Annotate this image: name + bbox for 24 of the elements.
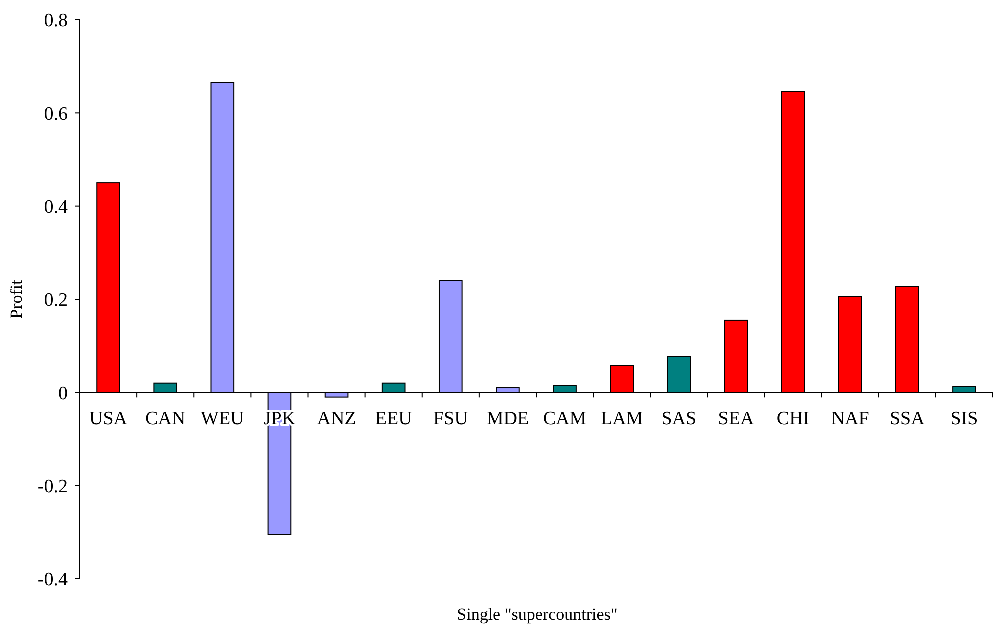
x-tick-label: WEU [201,408,245,430]
y-tick-label: 0.8 [44,10,68,32]
y-tick-label: 0.6 [44,104,68,125]
x-tick-label: FSU [433,408,469,430]
x-tick-label: CAM [543,408,587,430]
x-tick-label: USA [90,408,128,430]
x-tick-label: SSA [890,408,926,430]
x-tick-label: LAM [600,408,644,430]
y-tick-label: 0 [58,383,68,404]
x-tick-label: EEU [375,408,413,430]
x-tick-label: CHI [776,408,810,430]
y-tick-label: -0.4 [38,570,68,591]
x-tick-label: ANZ [317,408,356,430]
x-axis-title: Single "supercountries" [457,605,618,624]
x-tick-label: SAS [662,408,697,430]
y-axis-title: Profit [7,280,26,319]
y-tick-label: -0.2 [38,476,68,498]
x-tick-label: MDE [486,408,530,430]
x-tick-label: SIS [950,408,978,430]
y-tick-label: 0.4 [44,196,68,218]
y-tick-label: 0.2 [44,290,68,312]
x-tick-label: NAF [831,408,870,430]
x-tick-label: SEA [718,408,754,430]
x-tick-label: CAN [146,408,186,430]
